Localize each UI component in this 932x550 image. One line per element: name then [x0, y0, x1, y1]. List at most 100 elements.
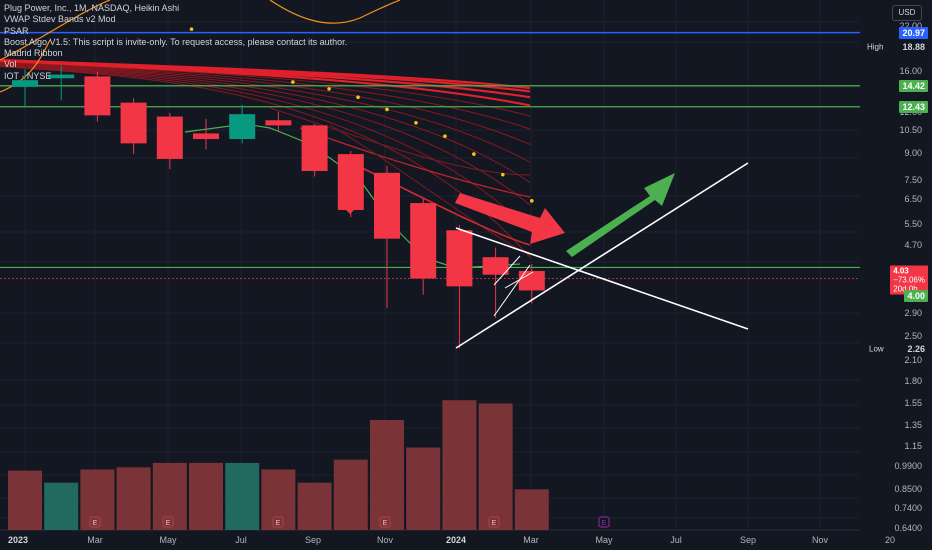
psar-dot	[414, 121, 418, 125]
wedge-line-upper[interactable]	[455, 227, 749, 330]
earnings-badge	[379, 516, 391, 528]
candle-body	[518, 271, 545, 291]
price-tick: 7.50	[904, 175, 922, 185]
price-tick: 6.50	[904, 194, 922, 204]
projection-line-c[interactable]	[504, 271, 534, 289]
price-tick: 1.35	[904, 420, 922, 430]
time-label: Nov	[376, 535, 394, 545]
symbol-title[interactable]: Plug Power, Inc., 1M, NASDAQ, Heikin Ash…	[4, 3, 180, 13]
price-tick: 4.70	[904, 240, 922, 250]
candle-body	[120, 102, 147, 144]
wedge-line-lower[interactable]	[455, 162, 749, 349]
volume-bar	[8, 470, 42, 530]
candle-body	[48, 74, 75, 79]
time-label: Mar	[523, 535, 539, 545]
currency-button[interactable]: USD	[892, 5, 922, 21]
psar-dot	[291, 80, 295, 84]
time-label: May	[595, 535, 613, 545]
psar-dot	[189, 27, 194, 31]
candle-body	[229, 114, 256, 140]
downtrend-arrow[interactable]	[455, 193, 565, 244]
earnings-badge	[488, 516, 500, 528]
legend-iot[interactable]: IOT · NYSE	[4, 70, 52, 81]
price-tick: 16.00	[899, 66, 922, 76]
tag-4-00: 4.00	[904, 290, 928, 302]
projection-line-a[interactable]	[493, 255, 521, 286]
projection-line-b[interactable]	[493, 264, 531, 317]
high-label: High	[867, 42, 884, 52]
signal-arrow-down	[342, 196, 358, 214]
price-change: −73.06%	[893, 275, 925, 285]
psar-dots	[189, 27, 534, 203]
time-label: Jul	[670, 535, 682, 545]
ribbon-line	[0, 65, 531, 231]
tag-low-value: 2.26	[904, 343, 928, 355]
earnings-badge-label: E	[383, 520, 388, 527]
price-axis[interactable]: 22.0016.0014.0012.0010.509.007.506.505.5…	[860, 0, 932, 550]
tag-20-97: 20.97	[899, 26, 928, 39]
current-price-tag: 4.03 −73.06% 20d 0h	[890, 265, 928, 295]
tag-high-value: 18.88	[899, 41, 928, 53]
volume-bar	[116, 467, 151, 530]
legend-psar[interactable]: PSAR	[4, 25, 29, 36]
volume-bar	[514, 489, 549, 530]
volume-bar	[225, 462, 260, 530]
earnings-badge-label: E	[492, 520, 497, 527]
price-tick: 0.7400	[894, 503, 922, 513]
price-tick: 0.6400	[894, 523, 922, 533]
earnings-badge	[272, 516, 284, 528]
price-tick: 10.50	[899, 125, 922, 135]
candle-body	[265, 120, 292, 126]
volume-bar	[370, 420, 404, 530]
ribbon-line	[0, 66, 531, 258]
earnings-badge-label: E	[602, 520, 607, 527]
psar-dot	[472, 152, 476, 156]
price-tick: 1.15	[904, 441, 922, 451]
candle-body	[84, 76, 111, 116]
volume-bar	[478, 403, 513, 530]
candle-body	[193, 133, 219, 140]
trendline-drawings[interactable]	[455, 162, 749, 349]
candle-body	[482, 257, 509, 275]
uptrend-arrow[interactable]	[566, 173, 675, 257]
earnings-badge-label: E	[166, 520, 171, 527]
candlesticks	[12, 65, 545, 349]
candle-body	[410, 203, 437, 279]
volume-bar	[297, 482, 332, 530]
time-label: Sep	[739, 535, 757, 545]
price-tick: 1.55	[904, 398, 922, 408]
price-tick: 5.50	[904, 219, 922, 229]
ribbon-line	[0, 64, 531, 183]
volume-bar	[442, 400, 477, 530]
price-tick: 2.50	[904, 331, 922, 341]
legend-vol[interactable]: Vol	[4, 59, 17, 70]
legend-vwap[interactable]: VWAP Stdev Bands v2 Mod	[4, 14, 116, 25]
tag-12-43: 12.43	[899, 100, 928, 113]
legend-madrid[interactable]: Madrid Ribbon	[4, 48, 63, 59]
price-tick: 2.90	[904, 308, 922, 318]
psar-dot	[501, 172, 505, 177]
bar-countdown: 20d 0h	[893, 284, 918, 294]
price-tick: 22.00	[899, 21, 922, 31]
price-tick: 0.9900	[894, 461, 922, 471]
time-label: Nov	[811, 535, 829, 545]
volume-bars	[8, 400, 549, 530]
time-label: 2024	[445, 535, 467, 545]
ribbon-line	[0, 60, 531, 107]
low-label: Low	[869, 344, 884, 354]
candle-body	[156, 116, 183, 159]
ma-red-3	[329, 124, 531, 256]
volume-bar	[406, 447, 441, 530]
psar-dot	[327, 87, 331, 91]
ribbon-line	[0, 63, 531, 145]
time-label: Mar	[87, 535, 103, 545]
time-label: 20	[884, 535, 896, 545]
volume-bar	[333, 459, 368, 530]
time-label: Sep	[304, 535, 322, 545]
legend-boost[interactable]: Boost Algo V1.5: This script is invite-o…	[4, 36, 348, 47]
madrid-ribbon	[0, 58, 531, 258]
price-value: 4.03	[893, 266, 909, 276]
psar-dot	[443, 134, 447, 138]
